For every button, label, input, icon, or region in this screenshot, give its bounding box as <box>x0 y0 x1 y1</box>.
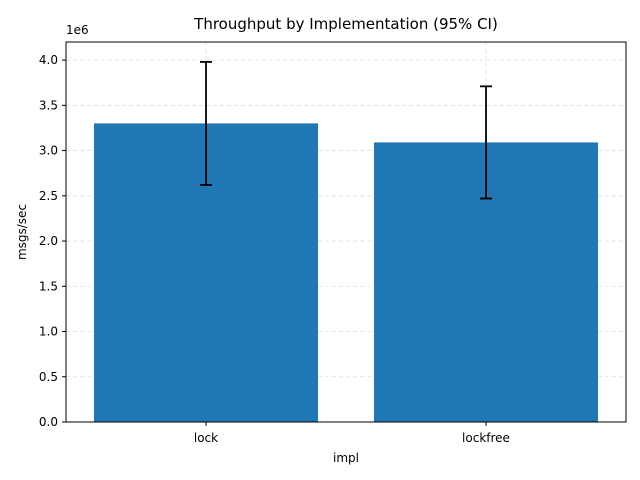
y-tick-label: 2.0 <box>39 234 58 248</box>
x-tick-label: lockfree <box>462 431 510 445</box>
ticks: 0.0 0.5 1.0 1.5 2.0 2.5 3.0 3.5 4.0 lock lockfree <box>39 53 510 445</box>
y-tick-label: 1.5 <box>39 279 58 293</box>
chart-title: Throughput by Implementation (95% CI) <box>193 15 498 33</box>
axes <box>65 41 627 423</box>
y-tick-label: 3.5 <box>39 98 58 112</box>
y-tick-label: 0.0 <box>39 415 58 429</box>
y-axis-label: msgs/sec <box>15 204 29 260</box>
y-tick-label: 3.0 <box>39 144 58 158</box>
y-tick-label: 2.5 <box>39 189 58 203</box>
y-axis-offset-label: 1e6 <box>66 23 89 37</box>
y-tick-label: 4.0 <box>39 53 58 67</box>
y-tick-label: 1.0 <box>39 325 58 339</box>
error-bars <box>200 61 492 200</box>
x-axis-label: impl <box>333 451 359 465</box>
plot-frame <box>65 41 627 423</box>
x-tick-label: lock <box>194 431 218 445</box>
bars <box>94 123 598 422</box>
y-tick-label: 0.5 <box>39 370 58 384</box>
